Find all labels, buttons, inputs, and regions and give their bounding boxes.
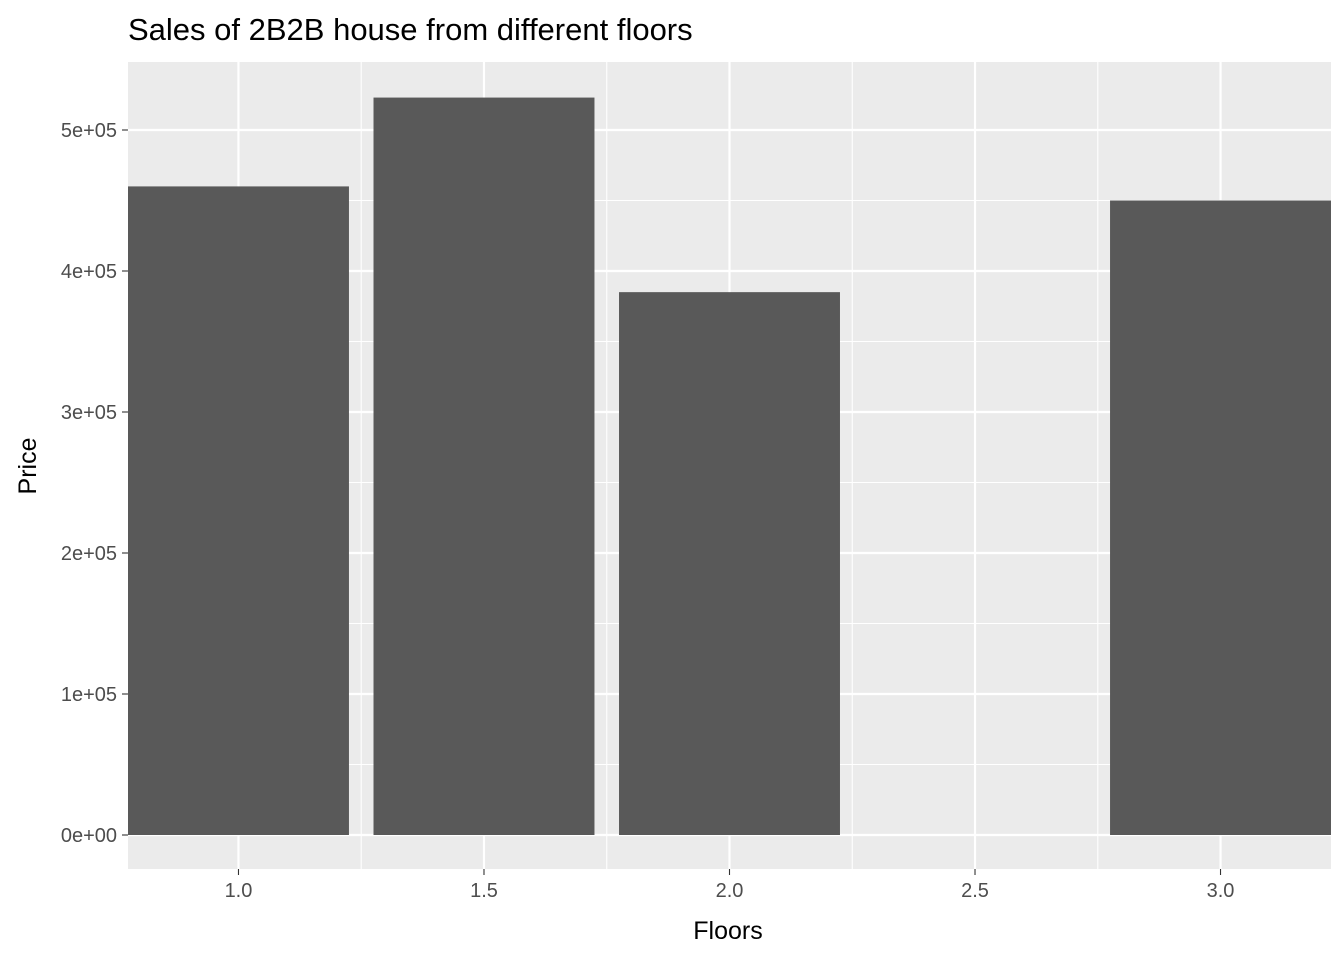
y-tick-label: 3e+05 bbox=[61, 402, 117, 424]
y-tick-label: 5e+05 bbox=[61, 120, 117, 142]
y-axis-title: Price bbox=[14, 438, 42, 495]
bar bbox=[373, 97, 595, 835]
x-axis: 1.0 1.5 2.0 2.5 3.0 bbox=[225, 869, 1235, 902]
bar-group bbox=[128, 97, 1331, 835]
bar bbox=[619, 292, 840, 835]
y-tick-label: 4e+05 bbox=[61, 261, 117, 283]
bar bbox=[1110, 200, 1331, 835]
chart-title: Sales of 2B2B house from different floor… bbox=[128, 12, 693, 47]
y-tick-label: 2e+05 bbox=[61, 543, 117, 565]
y-tick-label: 0e+00 bbox=[61, 825, 117, 847]
x-tick-label: 2.5 bbox=[961, 880, 989, 902]
bar bbox=[128, 186, 349, 835]
x-axis-title: Floors bbox=[693, 917, 762, 945]
y-axis: 0e+00 1e+05 2e+05 3e+05 4e+05 5e+05 bbox=[61, 120, 128, 847]
y-tick-label: 1e+05 bbox=[61, 684, 117, 706]
x-tick-label: 1.0 bbox=[225, 880, 253, 902]
x-tick-label: 2.0 bbox=[716, 880, 744, 902]
x-tick-label: 1.5 bbox=[470, 880, 498, 902]
x-tick-label: 3.0 bbox=[1207, 880, 1235, 902]
